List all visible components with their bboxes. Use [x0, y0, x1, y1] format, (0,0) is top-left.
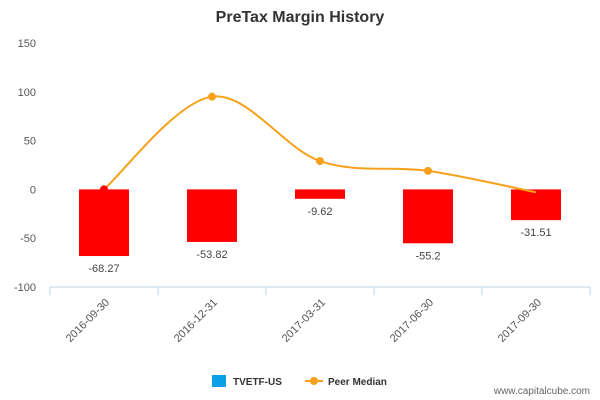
x-tick-label: 2016-09-30	[64, 297, 112, 345]
legend-label-tvetf: TVETF-US	[233, 377, 282, 388]
peer-median-point	[100, 185, 108, 194]
peer-median-point	[424, 166, 432, 175]
y-tick-label: 100	[18, 87, 36, 99]
bar-data-label: -53.82	[196, 249, 227, 261]
chart-title: PreTax Margin History	[216, 9, 385, 26]
y-tick-label: -50	[20, 233, 36, 245]
bar	[79, 189, 129, 257]
bar-data-label: -55.2	[415, 250, 440, 262]
x-tick-label: 2016-12-31	[172, 297, 220, 345]
bar-data-label: -9.62	[307, 206, 332, 218]
legend-label-peer: Peer Median	[328, 377, 387, 388]
bar	[511, 189, 561, 221]
peer-median-point	[208, 92, 216, 101]
y-axis: 150 100 50 0 -50 -100	[14, 38, 36, 294]
legend-swatch-tvetf	[212, 375, 226, 387]
bar	[187, 189, 237, 242]
x-tick-label: 2017-03-31	[280, 297, 328, 345]
y-tick-label: 50	[24, 136, 36, 148]
x-tick-label: 2017-09-30	[496, 297, 544, 345]
x-tick-label: 2017-06-30	[388, 297, 436, 345]
bar-data-labels: -68.27 -53.82 -9.62 -55.2 -31.51	[88, 206, 551, 275]
bar-data-label: -31.51	[520, 227, 551, 239]
peer-median-point	[316, 157, 324, 166]
x-tick-labels: 2016-09-30 2016-12-31 2017-03-31 2017-06-30…	[64, 297, 544, 345]
peer-median-series	[100, 92, 537, 194]
peer-median-line	[103, 95, 537, 194]
credit-text: www.capitalcube.com	[493, 386, 590, 397]
bar	[403, 189, 453, 244]
bar-data-label: -68.27	[88, 263, 119, 275]
legend: TVETF-US Peer Median	[212, 375, 387, 388]
legend-marker-peer	[310, 377, 318, 385]
y-tick-label: 150	[18, 38, 36, 50]
x-axis	[49, 286, 591, 295]
bar-series	[79, 189, 561, 257]
bar	[295, 189, 345, 199]
y-tick-label: -100	[14, 282, 36, 294]
y-tick-label: 0	[30, 184, 36, 196]
